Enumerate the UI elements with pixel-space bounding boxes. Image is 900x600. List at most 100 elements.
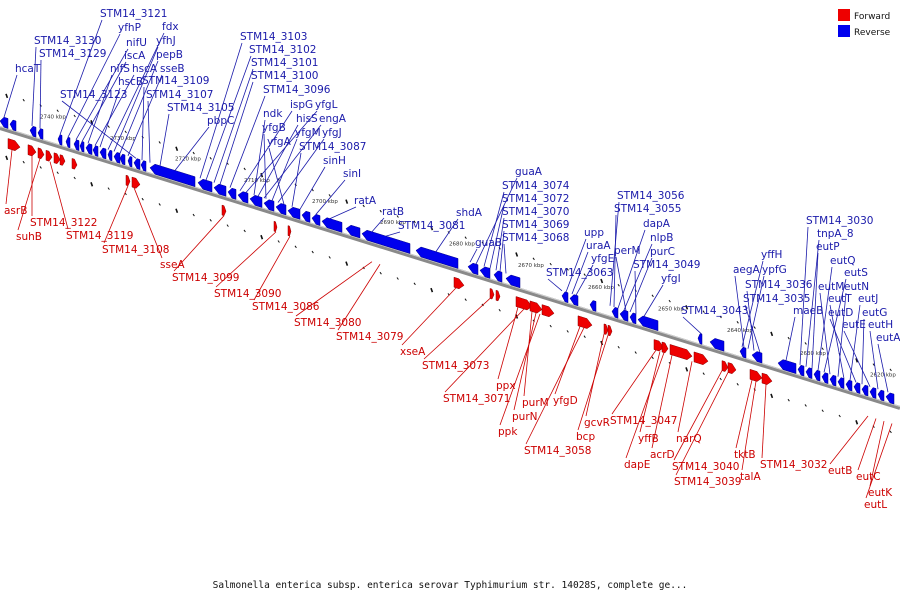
reverse-gene-label: iscA [124, 50, 146, 62]
leader-line [843, 330, 871, 387]
forward-gene-arrow [453, 276, 465, 290]
reverse-gene-label: STM14_3035 [743, 293, 810, 305]
leader-line [103, 185, 129, 244]
reverse-gene-arrow [589, 300, 597, 312]
genome-backbone-highlight [0, 126, 900, 407]
scale-tick [73, 176, 76, 180]
leader-line [444, 308, 525, 393]
scale-tick [413, 282, 416, 286]
forward-gene-arrow [693, 351, 709, 365]
reverse-gene-label: yfgL [315, 99, 338, 111]
reverse-gene-arrow [561, 291, 569, 304]
reverse-gene-arrow [287, 206, 301, 220]
leader-line [734, 275, 745, 348]
leader-line [615, 256, 627, 311]
leader-line [199, 42, 243, 179]
forward-gene-label: STM14_3099 [172, 272, 239, 284]
scale-tick [770, 331, 774, 337]
scale-tick [651, 356, 654, 360]
reverse-gene-label: eutA [876, 332, 900, 344]
leader-line [857, 418, 877, 471]
leader-line [617, 229, 646, 309]
leader-line [489, 204, 505, 269]
scale-tick [413, 220, 416, 224]
reverse-gene-arrow [119, 153, 126, 166]
reverse-gene-arrow [263, 199, 275, 212]
leader-line [205, 55, 252, 181]
reverse-gene-label: purC [650, 246, 675, 258]
scale-tick [736, 321, 739, 324]
scale-tick [5, 93, 9, 99]
reverse-gene-arrow [227, 187, 237, 200]
forward-gene-label: ppx [496, 380, 516, 392]
reverse-gene-arrow [611, 307, 619, 319]
legend-item-forward: Forward [838, 9, 890, 22]
leader-line [869, 420, 885, 487]
leader-line [609, 201, 620, 306]
forward-gene-arrow [71, 158, 78, 170]
forward-gene-label: STM14_3058 [524, 445, 591, 457]
forward-gene-label: STM14_3086 [252, 301, 320, 313]
kbp-label: 2700 kbp [312, 199, 338, 205]
scale-tick [515, 252, 519, 257]
forward-gene-arrow [607, 324, 613, 337]
leader-line [213, 68, 254, 183]
reverse-gene-label: yfgM [295, 127, 321, 139]
reverse-gene-arrow [92, 145, 99, 157]
scale-tick [821, 409, 824, 413]
reverse-gene-label: STM14_3123 [60, 89, 127, 101]
forward-gene-arrow [125, 174, 131, 187]
scale-tick [464, 236, 467, 239]
reverse-gene-label: STM14_3070 [502, 206, 569, 218]
leader-line [159, 113, 170, 166]
forward-gene-arrow [577, 315, 593, 329]
reverse-gene-arrow [37, 128, 44, 140]
reverse-gene-label: eutT [828, 293, 852, 305]
reverse-gene-label: eutJ [858, 293, 878, 305]
scale-tick [634, 351, 637, 354]
scale-tick [362, 204, 365, 208]
reverse-gene-arrow [813, 369, 821, 382]
legend: Forward Reverse [838, 9, 891, 38]
scale-tick [56, 171, 59, 175]
leader-line [682, 316, 703, 335]
scale-tick [498, 308, 501, 312]
leader-line [741, 381, 757, 471]
scale-tick [175, 208, 179, 214]
reverse-gene-arrow [415, 246, 459, 269]
reverse-gene-label: STM14_3081 [398, 220, 465, 232]
forward-gene-arrow [721, 360, 729, 372]
genome-backbone [0, 126, 900, 410]
scale-tick [39, 166, 42, 169]
forward-gene-arrow [7, 138, 21, 151]
leader-line [253, 119, 266, 196]
scale-tick [294, 245, 297, 249]
leader-line [127, 74, 163, 156]
forward-gene-label: xseA [400, 346, 426, 358]
reverse-gene-label: STM14_3129 [39, 48, 106, 60]
reverse-gene-label: STM14_3036 [745, 279, 813, 291]
scale-tick [379, 209, 382, 213]
reverse-gene-arrow [73, 139, 80, 151]
kbp-label: 2690 kbp [380, 220, 406, 226]
leader-line [849, 304, 861, 381]
reverse-gene-arrow [345, 224, 361, 239]
reverse-gene-arrow [569, 294, 579, 307]
forward-gene-label: sseA [160, 259, 185, 271]
leader-line [277, 138, 325, 203]
leader-line [819, 292, 831, 375]
reverse-gene-arrow [197, 178, 213, 193]
forward-gene-label: yffB [638, 433, 659, 445]
reverse-gene-label: guaB [475, 237, 502, 249]
reverse-gene-arrow [85, 143, 93, 155]
reverse-gene-arrow [637, 315, 659, 332]
leader-line [81, 61, 127, 142]
leader-line [39, 59, 42, 129]
leader-line [263, 124, 322, 199]
reverse-gene-label: eutQ [830, 255, 856, 267]
scale-tick [838, 414, 841, 418]
scale-tick [22, 160, 25, 164]
leader-line [3, 74, 18, 118]
scale-tick [668, 299, 671, 303]
leader-line [59, 19, 103, 135]
